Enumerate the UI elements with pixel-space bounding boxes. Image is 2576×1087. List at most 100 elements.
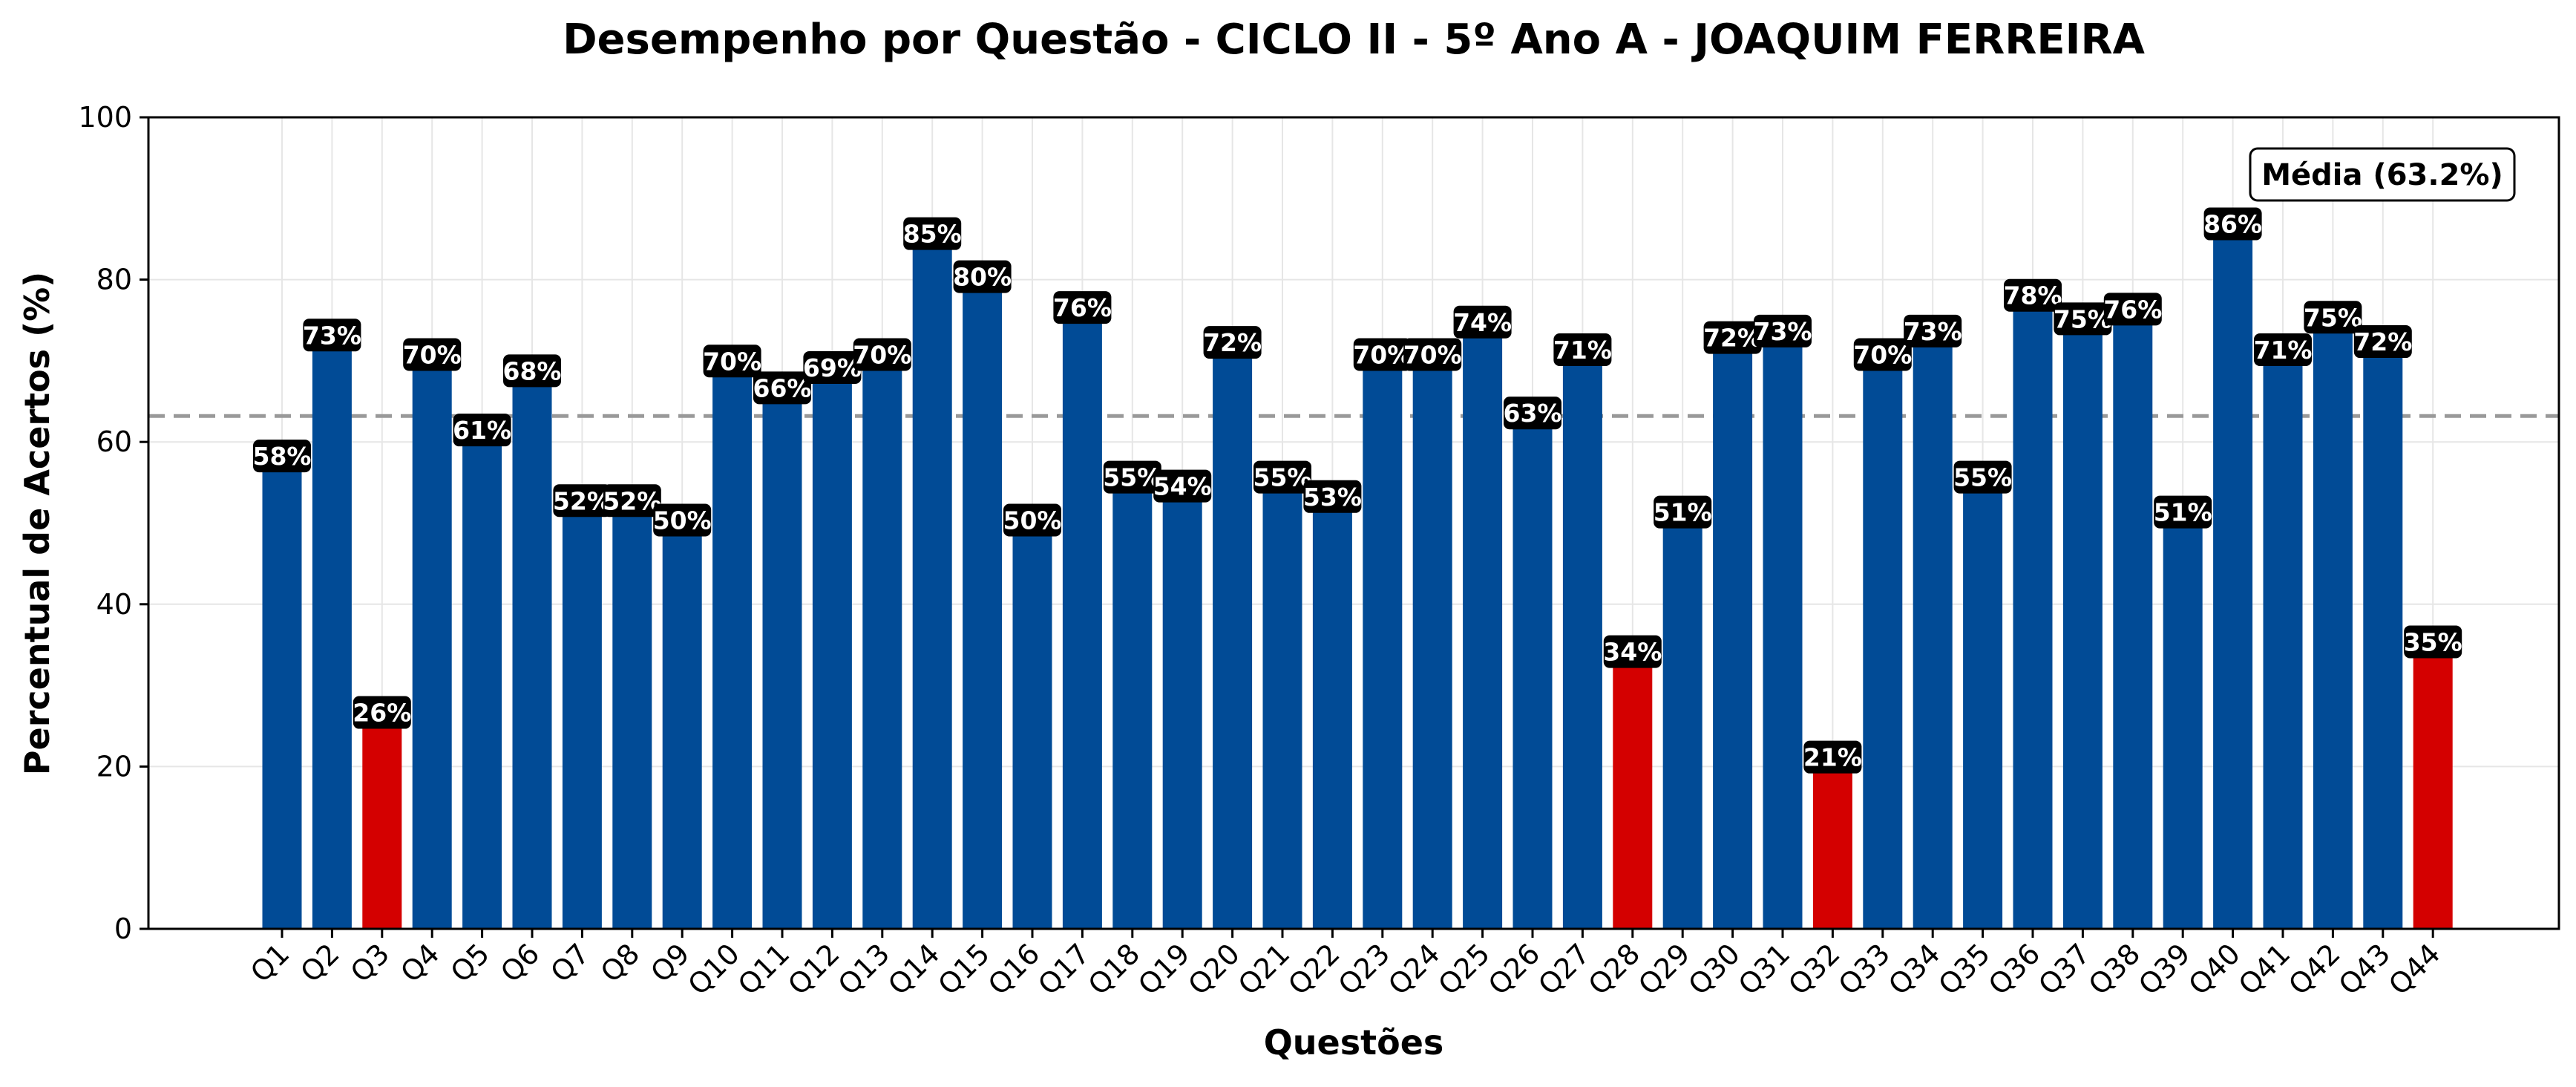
- bar-value-label: 51%: [1654, 498, 1712, 527]
- bar-q31: [1763, 333, 1803, 929]
- bar-value-label: 52%: [603, 486, 661, 515]
- bars: [262, 226, 2453, 930]
- bar-label-bg: [2203, 207, 2262, 241]
- bar-value-label: 76%: [2103, 295, 2162, 324]
- bar-label-bg: [253, 440, 311, 473]
- legend-box: [2249, 147, 2516, 202]
- bar-label-bg: [1153, 469, 1212, 503]
- bar-q21: [1262, 480, 1302, 929]
- bar-label-bg: [1654, 495, 1712, 529]
- bar-q1: [262, 459, 302, 929]
- bar-value-label: 70%: [1353, 341, 1412, 370]
- bar-label-bg: [903, 217, 962, 250]
- y-axis-ticks: 0 20 40 60 80 100: [78, 101, 148, 945]
- y-tick-label: 20: [96, 750, 132, 783]
- bar-q24: [1412, 357, 1452, 929]
- bar-q4: [412, 357, 452, 929]
- y-tick-label: 40: [96, 588, 132, 621]
- bar-value-label: 34%: [1603, 638, 1662, 667]
- bar-q17: [1062, 310, 1102, 929]
- bar-q5: [462, 433, 502, 929]
- bar-q12: [812, 371, 852, 929]
- bar-value-label: 63%: [1504, 399, 1562, 428]
- bar-label-bg: [1003, 503, 1061, 537]
- bar-value-label: 72%: [1203, 328, 1262, 357]
- bar-value-label: 55%: [1953, 463, 2012, 492]
- x-axis-label: Questões: [1264, 1022, 1444, 1062]
- y-tick-label: 60: [96, 425, 132, 458]
- bar-label-bg: [1053, 291, 1112, 324]
- bar-value-label: 73%: [1904, 317, 1962, 346]
- y-axis-label: Percentual de Acertos (%): [17, 272, 57, 775]
- bar-label-bg: [1253, 460, 1311, 494]
- bar-label-bg: [503, 354, 561, 388]
- bar-label-bg: [403, 338, 462, 371]
- bar-value-label: 35%: [2404, 627, 2462, 656]
- bar-q26: [1513, 416, 1553, 929]
- bar-q8: [612, 503, 652, 929]
- bar-label-bg: [603, 484, 661, 518]
- bar-label-bg: [1603, 635, 1662, 668]
- bar-label-bg: [453, 414, 511, 447]
- bar-label-bg: [953, 260, 1012, 293]
- bar-label-bg: [753, 371, 811, 405]
- bar-value-label: 85%: [903, 220, 962, 249]
- bar-label-bg: [1904, 314, 1962, 347]
- bar-q18: [1112, 480, 1153, 929]
- bar-label-bg: [1353, 338, 1412, 371]
- bar-value-label: 86%: [2203, 210, 2262, 239]
- bar-q28: [1613, 654, 1653, 929]
- bar-value-label: 51%: [2154, 498, 2212, 527]
- bar-value-label: 58%: [253, 442, 312, 471]
- bar-label-bg: [2054, 302, 2112, 336]
- bar-q35: [1963, 480, 2003, 929]
- bar-q14: [912, 236, 952, 929]
- bar-value-label: 52%: [553, 486, 612, 515]
- bar-q13: [862, 357, 902, 929]
- bar-label-bg: [1953, 460, 2012, 494]
- bar-q23: [1363, 357, 1403, 929]
- bar-label-bg: [2254, 333, 2312, 366]
- bar-q36: [2013, 298, 2053, 929]
- bar-label-bg: [1553, 333, 1612, 366]
- y-tick-label: 100: [78, 101, 132, 134]
- bar-q25: [1463, 324, 1503, 930]
- mean-legend-label: Média (63.2%): [2261, 158, 2503, 192]
- bar-label-bg: [1754, 314, 1812, 347]
- bar-q10: [712, 364, 753, 930]
- bar-label-bg: [853, 338, 911, 371]
- bar-value-label: 21%: [1803, 743, 1862, 772]
- bar-q32: [1812, 760, 1852, 929]
- bar-value-label: 70%: [1403, 341, 1462, 370]
- bar-value-label: 70%: [853, 341, 911, 370]
- bar-q7: [562, 503, 602, 929]
- bar-label-bg: [1703, 321, 1762, 354]
- bar-value-label: 76%: [1053, 293, 1112, 322]
- bar-label-bg: [803, 351, 862, 385]
- bar-value-label: 68%: [503, 356, 562, 385]
- bar-q2: [312, 338, 352, 929]
- bar-value-label: 69%: [803, 353, 862, 382]
- bar-value-label: 72%: [1703, 324, 1762, 353]
- bar-label-bg: [1803, 740, 1862, 774]
- bar-value-labels: 58%73%26%70%61%68%52%52%50%70%66%69%70%8…: [253, 207, 2462, 774]
- bar-value-label: 73%: [303, 321, 361, 350]
- bar-value-label: 66%: [753, 373, 812, 402]
- bar-value-label: 53%: [1303, 483, 1362, 512]
- bar-q19: [1162, 489, 1202, 929]
- plot-frame: [147, 116, 2560, 930]
- bar-label-bg: [303, 319, 361, 352]
- bar-value-label: 70%: [1853, 341, 1912, 370]
- bar-q15: [963, 279, 1003, 930]
- bar-value-label: 75%: [2304, 303, 2362, 332]
- bar-value-label: 72%: [2353, 327, 2412, 356]
- bar-label-bg: [2154, 495, 2212, 529]
- bar-value-label: 70%: [403, 341, 462, 370]
- bar-value-label: 73%: [1754, 317, 1812, 346]
- bar-q42: [2313, 320, 2353, 929]
- bar-label-bg: [553, 484, 612, 518]
- bar-value-label: 50%: [653, 506, 712, 535]
- bar-q39: [2163, 515, 2203, 929]
- bar-q3: [362, 715, 402, 929]
- bar-label-bg: [653, 503, 712, 537]
